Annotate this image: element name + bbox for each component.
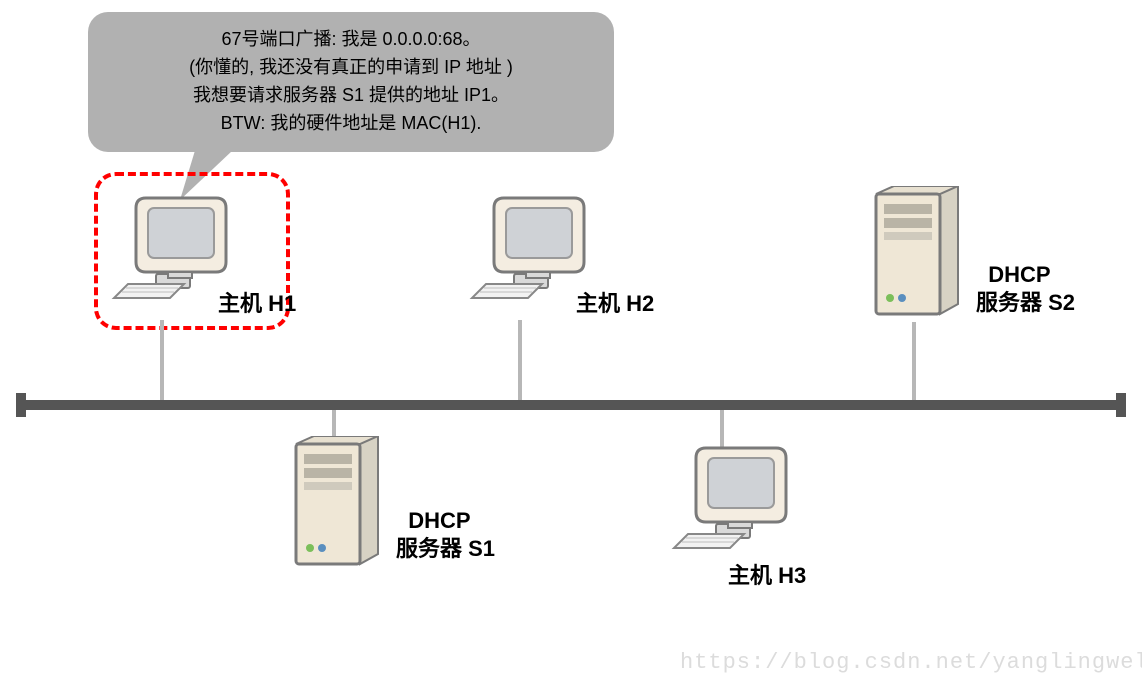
wire-h2 bbox=[518, 320, 522, 400]
label-h3: 主机 H3 bbox=[728, 562, 806, 591]
label-s2-line1: DHCP 服务器 S2 bbox=[976, 262, 1075, 316]
label-s2: DHCP 服务器 S2 bbox=[976, 232, 1075, 318]
server-s2-icon bbox=[862, 186, 952, 316]
host-h1-icon bbox=[108, 188, 228, 308]
bubble-line: 67号端口广播: 我是 0.0.0.0:68。 bbox=[112, 26, 590, 54]
host-h3-icon bbox=[668, 438, 788, 558]
label-h2: 主机 H2 bbox=[576, 290, 654, 319]
label-s1: DHCP 服务器 S1 bbox=[396, 478, 495, 564]
wire-s2 bbox=[912, 322, 916, 400]
host-h2-icon bbox=[466, 188, 586, 308]
wire-h1 bbox=[160, 320, 164, 400]
watermark: https://blog.csdn.net/yanglingwell bbox=[680, 650, 1142, 675]
label-h1: 主机 H1 bbox=[218, 290, 296, 319]
diagram-canvas: { "canvas": { "width": 1142, "height": 6… bbox=[0, 0, 1142, 687]
bus-end-right bbox=[1116, 393, 1126, 417]
bubble-line: 我想要请求服务器 S1 提供的地址 IP1。 bbox=[112, 82, 590, 110]
speech-bubble: 67号端口广播: 我是 0.0.0.0:68。 (你懂的, 我还没有真正的申请到… bbox=[88, 12, 614, 152]
server-s1-icon bbox=[282, 436, 372, 566]
label-s1-text: DHCP 服务器 S1 bbox=[396, 508, 495, 562]
bubble-line: (你懂的, 我还没有真正的申请到 IP 地址 ) bbox=[112, 54, 590, 82]
network-bus bbox=[20, 400, 1120, 410]
